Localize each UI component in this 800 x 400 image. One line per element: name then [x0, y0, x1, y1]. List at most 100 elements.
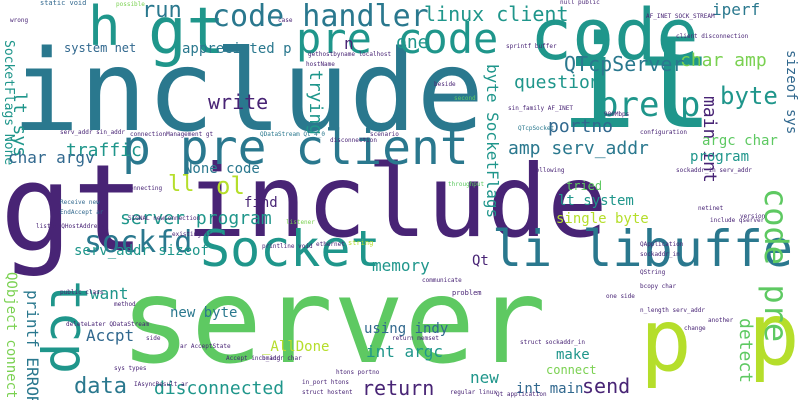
- tiny-word: Receive new: [60, 199, 100, 206]
- tiny-word: throughput: [448, 181, 485, 188]
- tiny-word: method: [114, 301, 136, 308]
- tiny-word: listener: [286, 219, 315, 226]
- tiny-word: AF_INET SOCK_STREAM: [646, 13, 715, 20]
- word-want: want: [90, 284, 129, 303]
- word-server-program: server program: [120, 208, 272, 229]
- tiny-word: communicate: [422, 277, 462, 284]
- word-include-mid: include: [186, 143, 608, 260]
- word-ll: ll: [168, 172, 195, 197]
- word-none-code: None code: [184, 161, 260, 177]
- word-pre-p: pre p: [598, 85, 701, 125]
- tiny-word: struct sockaddr_in: [520, 339, 586, 346]
- word-connect: connect: [546, 363, 597, 377]
- tiny-word: htons portno: [336, 369, 380, 376]
- tiny-word: string: [348, 239, 374, 247]
- word-alldone: _AllDone: [262, 339, 330, 355]
- tiny-word: ar AcceptState: [180, 343, 231, 350]
- tiny-word: sockaddr_in: [640, 251, 680, 258]
- tiny-word: connecting: [126, 185, 163, 192]
- tiny-word: change: [684, 325, 706, 332]
- tiny-word: one side: [606, 293, 635, 300]
- word-one: one: [396, 32, 429, 53]
- word-int-main: int main: [516, 381, 584, 397]
- word-code-handler: code handler: [212, 0, 429, 34]
- word-p-pre-client: p pre client: [122, 120, 469, 176]
- tiny-word: deleteLater QDataStream: [66, 321, 150, 328]
- word-socketflags-none: SocketFlags None: [1, 40, 16, 166]
- tiny-word: scenario: [370, 131, 399, 138]
- word-return: return: [362, 376, 435, 400]
- word-p-right: p: [748, 285, 800, 385]
- tiny-word: hostName: [306, 61, 335, 68]
- word-li-libuffer: li libuffer: [492, 220, 800, 278]
- tiny-word: existing linux: [172, 231, 223, 238]
- word-linux-client: linux client: [424, 2, 569, 26]
- word-gt-big: gt: [0, 140, 145, 279]
- word-lt-sys: lt sys: [9, 92, 30, 158]
- word-sizeof-sys: sizeof sys: [783, 50, 799, 135]
- word-serv-addr-sizeof: serv_addr sizeof: [74, 243, 209, 259]
- word-send: send: [582, 374, 631, 398]
- tiny-word: serv_addr sin_addr: [60, 129, 126, 136]
- word-qobject-connect: QObject connect: [3, 272, 19, 399]
- tiny-word: ethernet: [316, 241, 345, 248]
- word-ol: ol: [216, 172, 245, 200]
- word-sockfd: sockfd: [84, 225, 193, 260]
- word-disconnected: disconnected: [154, 378, 285, 399]
- word-using-indy: using indy: [364, 321, 449, 337]
- tiny-word: connectionManagement gt: [130, 131, 214, 138]
- tiny-word: include qserver: [710, 217, 765, 224]
- word-include-big: include: [12, 27, 485, 157]
- tiny-word: QApplication: [640, 241, 684, 248]
- tiny-word: sockaddr_in serv_addr: [676, 167, 752, 174]
- tiny-word: possible: [116, 1, 145, 8]
- word-accpt: Accpt: [86, 326, 135, 345]
- word-system-net: system net: [64, 41, 137, 55]
- word-socket: Socket: [200, 220, 381, 278]
- word-iperf: iperf: [712, 0, 761, 19]
- word-make: make: [556, 347, 590, 363]
- word-lt-system: lt system: [558, 193, 634, 209]
- word-detect: detect: [735, 318, 756, 384]
- tiny-word: EndAccept ar: [60, 209, 104, 216]
- tiny-word: second: [454, 95, 476, 102]
- tiny-word: 900Mbps: [604, 111, 630, 118]
- word-run: run: [142, 0, 182, 23]
- word-program: program: [690, 149, 750, 165]
- tiny-word: case: [278, 17, 293, 24]
- tiny-word: regular linux: [450, 389, 497, 396]
- word-argc-char: argc char: [702, 133, 778, 149]
- word-find: find: [244, 195, 278, 211]
- tiny-word: configuration: [640, 129, 687, 136]
- tiny-word: client disconnection: [676, 33, 749, 40]
- tiny-word: problem: [452, 289, 482, 297]
- word-new: new: [470, 368, 499, 387]
- word-write: write: [208, 90, 269, 114]
- tiny-word: return memset: [392, 335, 439, 342]
- word-tried: tried: [566, 179, 603, 193]
- tiny-word: another: [708, 317, 734, 324]
- tiny-word: listen QHostAddress: [36, 223, 105, 230]
- tiny-word: in_port htons: [302, 379, 349, 386]
- word-main-int: main int: [699, 96, 720, 183]
- tiny-word: QTcpSocket: [518, 125, 555, 132]
- word-memory: memory: [372, 256, 430, 275]
- tiny-word: side: [146, 335, 161, 342]
- tiny-word: static void: [40, 0, 87, 7]
- tiny-word: public class: [60, 289, 104, 296]
- tiny-word: IAsyncResult ar: [134, 381, 189, 388]
- word-byte: byte: [720, 82, 778, 110]
- word-p-mid: p: [640, 291, 692, 391]
- word-traffic: traffic: [66, 140, 142, 161]
- tiny-word: sin_family AF_INET: [508, 105, 574, 112]
- word-printf-error: printf ERROR: [23, 290, 42, 400]
- word-question: question: [514, 72, 601, 93]
- tiny-word: struct hostent: [302, 389, 353, 396]
- tiny-word: QString: [640, 269, 666, 276]
- word-int-argc: int argc: [366, 342, 444, 361]
- tiny-word: disconnection: [330, 137, 377, 144]
- word-data: data: [74, 374, 127, 399]
- tiny-word: beside: [434, 81, 456, 88]
- word-tcp: tcp: [38, 280, 98, 374]
- word-h: h: [88, 0, 121, 58]
